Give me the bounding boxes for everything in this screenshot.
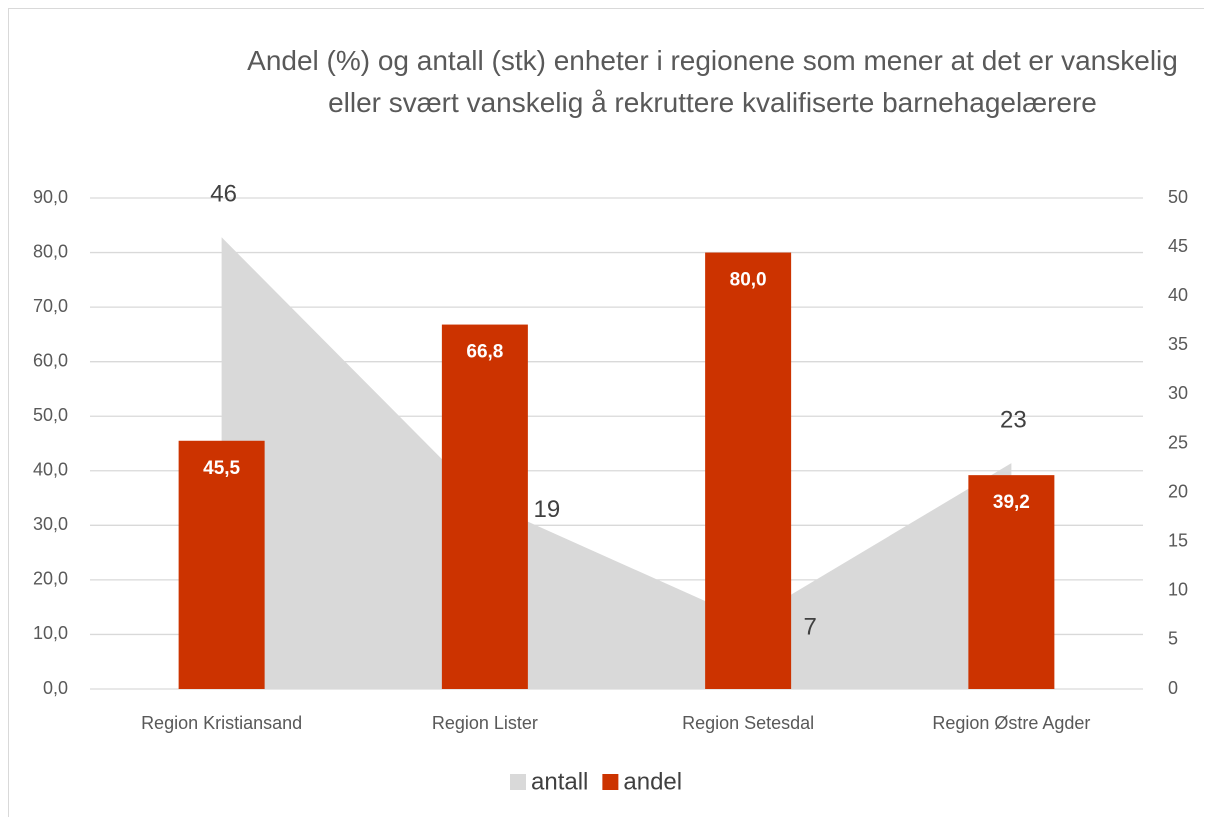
bar [705, 252, 792, 690]
x-tick-label: Region Kristiansand [141, 713, 302, 733]
y2-tick-label: 5 [1168, 629, 1178, 649]
y-tick-label: 40,0 [33, 460, 68, 480]
y2-tick-label: 40 [1168, 285, 1188, 305]
y2-tick-label: 20 [1168, 481, 1188, 501]
y-tick-label: 70,0 [33, 296, 68, 316]
legend-label: antall [531, 768, 588, 795]
y-tick-label: 90,0 [33, 187, 68, 207]
y2-tick-label: 50 [1168, 187, 1188, 207]
area [221, 237, 1012, 689]
legend-label: andel [623, 768, 682, 795]
y2-tick-label: 35 [1168, 334, 1188, 354]
chart-frame [8, 8, 1204, 817]
y2-tick-label: 25 [1168, 432, 1188, 452]
y-tick-label: 60,0 [33, 350, 68, 370]
bar-data-label: 80,0 [730, 270, 767, 291]
y-tick-label: 20,0 [33, 569, 68, 589]
legend-swatch [602, 774, 619, 790]
bar-data-label: 66,8 [466, 342, 503, 363]
y2-tick-label: 30 [1168, 383, 1188, 403]
area-data-label: 19 [534, 496, 561, 523]
bar [968, 475, 1055, 689]
bar [178, 440, 265, 689]
y2-tick-label: 45 [1168, 236, 1188, 256]
area-data-label: 46 [210, 181, 237, 208]
y-tick-label: 10,0 [33, 623, 68, 643]
y2-tick-label: 0 [1168, 678, 1178, 698]
area-data-label: 7 [803, 614, 816, 641]
bar [441, 324, 528, 689]
x-tick-label: Region Østre Agder [932, 713, 1090, 733]
area-data-label: 23 [1000, 406, 1027, 433]
y-tick-label: 0,0 [43, 678, 68, 698]
y2-tick-label: 15 [1168, 530, 1188, 550]
bar-data-label: 45,5 [203, 458, 240, 479]
chart-title: Andel (%) og antall (stk) enheter i regi… [247, 45, 1178, 118]
bar-data-label: 39,2 [993, 492, 1030, 513]
y2-tick-label: 10 [1168, 580, 1188, 600]
y-tick-label: 30,0 [33, 514, 68, 534]
x-tick-label: Region Lister [432, 713, 538, 733]
y-tick-label: 80,0 [33, 241, 68, 261]
legend-swatch [510, 774, 526, 790]
y-tick-label: 50,0 [33, 405, 68, 425]
x-tick-label: Region Setesdal [682, 713, 814, 733]
